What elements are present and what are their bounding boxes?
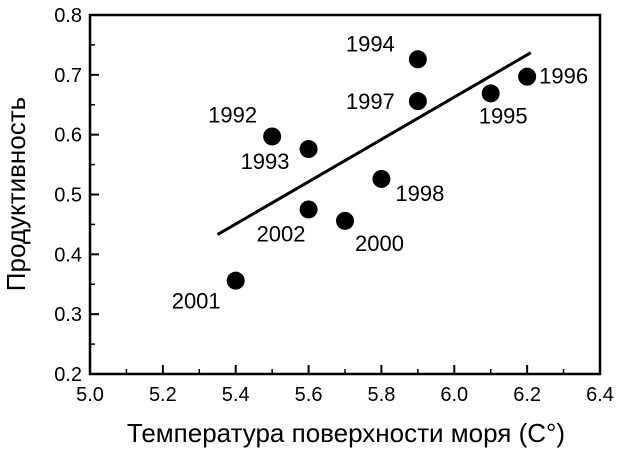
- y-tick-label: 0.3: [54, 304, 82, 326]
- y-tick-label: 0.6: [54, 125, 82, 147]
- x-axis-title: Температура поверхности моря (С°): [127, 418, 565, 448]
- data-point-label: 1997: [346, 89, 395, 114]
- x-tick-label: 6.2: [513, 384, 541, 406]
- trend-line: [216, 51, 532, 236]
- y-tick-label: 0.5: [54, 185, 82, 207]
- data-point-label: 1992: [208, 102, 257, 127]
- data-point: [226, 271, 245, 290]
- data-point: [336, 211, 354, 230]
- x-tick-label: 5.8: [368, 384, 396, 406]
- data-point-label: 1993: [241, 149, 290, 174]
- data-point: [408, 92, 427, 111]
- y-axis-ticks: 0.2 0.3 0.4 0.5 0.6 0.7 0.8: [54, 5, 99, 386]
- data-point: [481, 84, 500, 103]
- x-axis-ticks: 5.0 5.2 5.4 5.6 5.8 6.0 6.2 6.4: [76, 365, 614, 406]
- data-point-label: 2001: [172, 289, 221, 314]
- data-point-label: 1995: [479, 103, 528, 128]
- y-axis-title: Продуктивность: [1, 97, 31, 291]
- y-tick-label: 0.4: [54, 244, 82, 266]
- data-point: [372, 169, 391, 188]
- data-point: [299, 140, 318, 159]
- y-tick-label: 0.7: [54, 65, 82, 87]
- data-point-label: 2002: [257, 221, 306, 246]
- data-points: [226, 50, 537, 290]
- x-tick-label: 5.2: [149, 384, 177, 406]
- y-tick-label: 0.8: [54, 5, 82, 27]
- data-point-label: 2000: [355, 231, 404, 256]
- x-tick-label: 6.0: [440, 384, 468, 406]
- y-tick-label: 0.2: [54, 364, 82, 386]
- data-point: [263, 127, 282, 146]
- x-tick-label: 5.4: [222, 384, 250, 406]
- data-point: [518, 67, 537, 86]
- data-point-label: 1994: [346, 31, 395, 56]
- point-labels: 1992 1993 1994 1995 1996 1997 1998 2000 2001 2002: [172, 31, 588, 313]
- plot-frame: [88, 13, 602, 376]
- x-tick-label: 5.6: [295, 384, 323, 406]
- data-point: [299, 200, 318, 219]
- x-tick-label: 5.0: [76, 384, 104, 406]
- data-point-label: 1998: [395, 181, 444, 206]
- data-point-label: 1996: [539, 64, 588, 89]
- data-point: [408, 50, 427, 69]
- x-tick-label: 6.4: [586, 384, 614, 406]
